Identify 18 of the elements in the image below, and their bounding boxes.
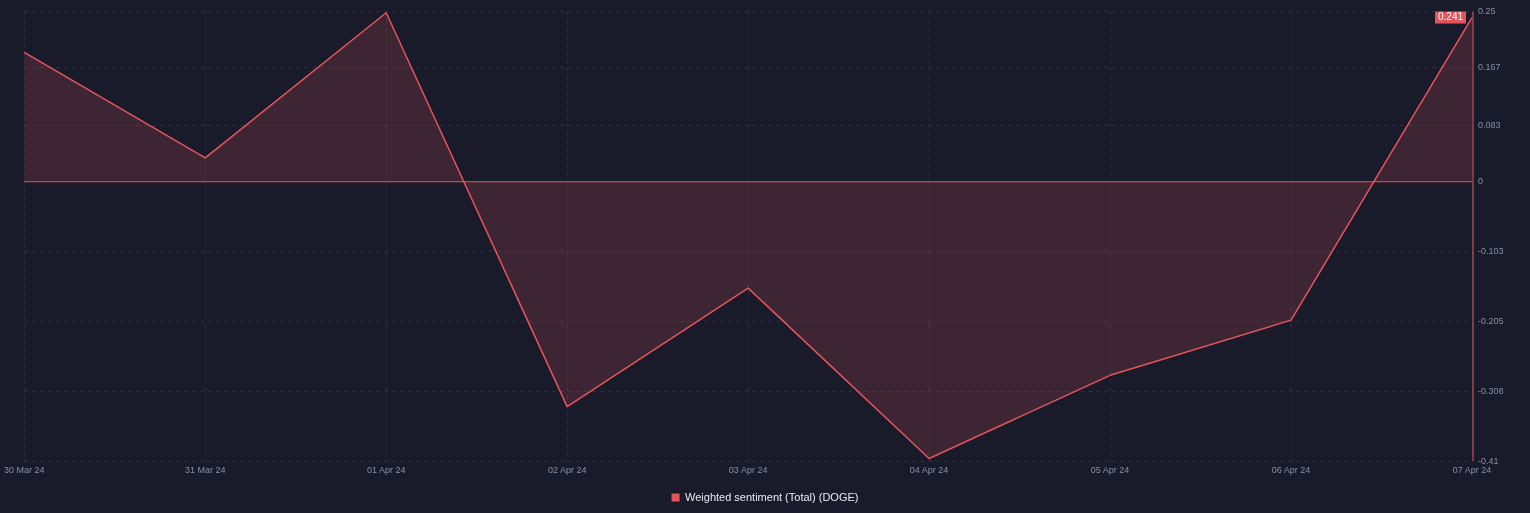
y-tick-label: -0.205 (1478, 315, 1504, 326)
y-tick-label: 0 (1478, 176, 1484, 187)
legend-label: Weighted sentiment (Total) (DOGE) (685, 490, 859, 503)
x-tick-label: 07 Apr 24 (1452, 465, 1492, 476)
x-tick-label: 05 Apr 24 (1090, 465, 1130, 476)
y-tick-label: 0.083 (1478, 119, 1501, 130)
x-tick-label: 30 Mar 24 (4, 465, 45, 476)
x-tick-label: 01 Apr 24 (366, 465, 406, 476)
x-tick-label: 31 Mar 24 (184, 465, 226, 476)
x-tick-label: 04 Apr 24 (909, 465, 949, 476)
x-tick-label: 02 Apr 24 (547, 465, 587, 476)
y-tick-label: 0.25 (1478, 5, 1496, 16)
y-tick-label: -0.308 (1478, 386, 1504, 397)
y-tick-label: -0.41 (1478, 455, 1499, 466)
x-tick-label: 06 Apr 24 (1271, 465, 1311, 476)
x-tick-label: 03 Apr 24 (728, 465, 768, 476)
y-tick-label: 0.167 (1478, 62, 1501, 73)
y-tick-label: -0.103 (1478, 246, 1504, 257)
